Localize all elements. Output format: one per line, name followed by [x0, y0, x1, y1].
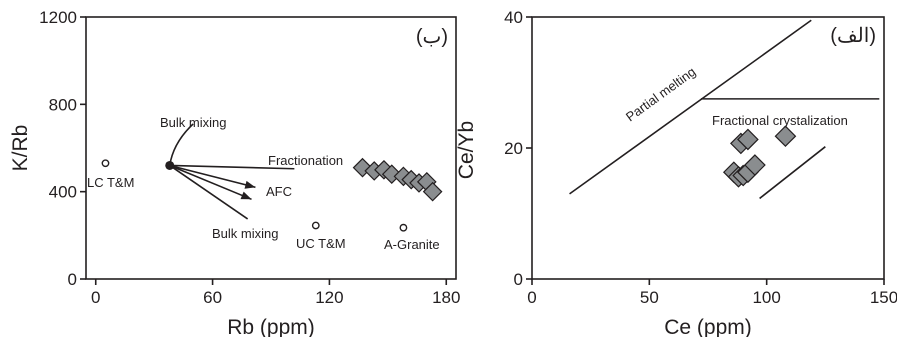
a-granite-label: A-Granite	[384, 237, 440, 252]
fractional-crystalization-label: Fractional crystalization	[712, 113, 848, 128]
right-x-tick-label: 100	[752, 288, 780, 307]
uc-tm-label: UC T&M	[296, 236, 346, 251]
left-x-tick-label: 0	[91, 288, 100, 307]
left-x-tick-label: 60	[203, 288, 222, 307]
right-x-tick-label: 0	[527, 288, 536, 307]
bulk-mixing-label-bottom: Bulk mixing	[212, 226, 278, 241]
left-y-tick-label: 0	[68, 270, 77, 289]
right-y-tick-label: 40	[504, 8, 523, 27]
vector-arrowhead	[244, 180, 256, 189]
sample-diamond	[774, 125, 797, 148]
sample-diamond	[737, 128, 759, 151]
origin-point	[165, 160, 175, 170]
reference-point	[311, 221, 320, 230]
right-plot-frame	[531, 16, 885, 280]
mixing-vector-3	[169, 164, 252, 201]
left-plot-frame	[85, 16, 457, 280]
right-x-tick-label: 150	[870, 288, 897, 307]
right-panel-label: (الف)	[830, 25, 876, 47]
right-x-axis-label: Ce (ppm)	[664, 316, 752, 337]
panel-right: 0 50 100 150 0 20 40 Ce (ppm) Ce/Yb (الف) Part…	[455, 8, 897, 337]
mixing-vector-4	[169, 164, 249, 220]
fractionation-label: Fractionation	[268, 153, 343, 168]
left-x-axis-label: Rb (ppm)	[227, 316, 315, 337]
trend-line-0	[569, 19, 812, 195]
right-y-tick-label: 0	[514, 270, 523, 289]
vector-arrowhead	[240, 191, 252, 200]
trend-line-2	[759, 146, 826, 200]
left-x-tick-label: 120	[315, 288, 343, 307]
partial-melting-label: Partial melting	[623, 64, 698, 125]
left-y-tick-label: 800	[49, 95, 77, 114]
lc-tm-label: LC T&M	[87, 175, 134, 190]
left-y-tick-label: 400	[49, 183, 77, 202]
left-y-tick-label: 1200	[39, 8, 77, 27]
right-y-axis-label: Ce/Yb	[455, 121, 478, 179]
left-x-tick-label: 180	[432, 288, 460, 307]
right-x-tick-label: 50	[640, 288, 659, 307]
bulk-mixing-curve-top	[168, 123, 194, 166]
right-y-tick-label: 20	[504, 139, 523, 158]
sample-diamond	[422, 181, 443, 202]
left-y-axis-label: K/Rb	[9, 125, 32, 172]
mixing-vector-2	[169, 164, 256, 189]
mixing-vector-1	[169, 164, 295, 170]
panel-left: 0 60 120 180 0 400 800 1200 Rb (ppm) K/Rb (ب) B…	[9, 8, 460, 337]
afc-label: AFC	[266, 184, 292, 199]
reference-point	[399, 223, 408, 232]
sample-diamond	[744, 154, 766, 176]
reference-point	[101, 159, 110, 168]
bulk-mixing-label-top: Bulk mixing	[160, 115, 226, 130]
left-panel-label: (ب)	[416, 26, 448, 48]
